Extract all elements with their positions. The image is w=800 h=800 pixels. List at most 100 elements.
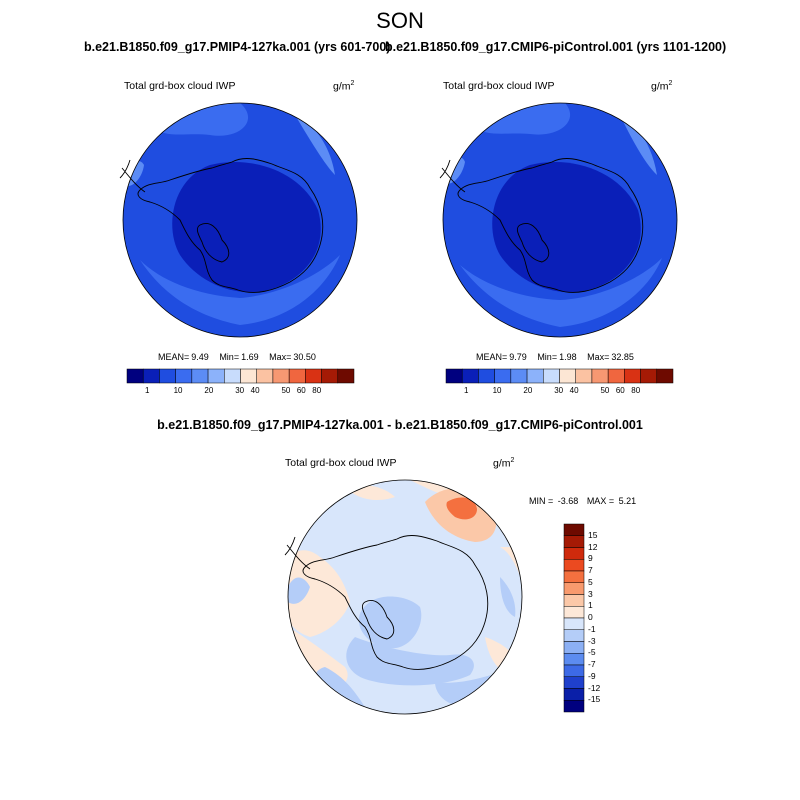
right-colorbar: [445, 368, 674, 384]
diff-colorbar-tick-label: 12: [588, 541, 598, 552]
diff-colorbar-tick-label: -7: [588, 659, 596, 669]
right-colorbar-swatch: [543, 368, 560, 384]
diff-colorbar-tick-label: -15: [588, 694, 601, 705]
right-colorbar-swatch: [656, 368, 674, 384]
left-colorbar-swatch: [272, 368, 290, 384]
right-units-label: g/m2: [651, 80, 673, 93]
right-variable-label: Total grd-box cloud IWP: [443, 80, 555, 92]
left-colorbar-tick-label: 60: [296, 386, 306, 395]
right-colorbar-swatch: [510, 368, 528, 384]
right-colorbar-tick-label: 80: [631, 386, 641, 395]
left-colorbar-swatch: [321, 368, 339, 384]
left-colorbar-swatch: [207, 368, 225, 384]
right-polar-map: [439, 102, 678, 338]
right-panel-title: b.e21.B1850.f09_g17.CMIP6-piControl.001 …: [385, 40, 727, 54]
diff-colorbar-tick-label: 15: [588, 529, 598, 540]
diff-colorbar-tick-label: -12: [588, 682, 601, 693]
left-units-label: g/m2: [333, 80, 355, 93]
diff-colorbar-swatch: [563, 688, 585, 701]
left-colorbar-tick-label: 50: [281, 386, 291, 395]
left-colorbar-swatch: [305, 368, 322, 384]
right-colorbar-swatch: [559, 368, 576, 384]
diff-colorbar-swatch: [563, 535, 585, 548]
right-colorbar-tick-label: 40: [569, 386, 579, 395]
diff-colorbar-swatch: [563, 523, 585, 536]
left-colorbar-swatch: [288, 368, 306, 384]
diff-units-label: g/m2: [493, 457, 515, 470]
diff-colorbar-tick-label: 5: [588, 576, 593, 587]
left-colorbar-swatch: [240, 368, 257, 384]
right-colorbar-swatch: [478, 368, 495, 384]
diff-colorbar-tick-label: -9: [588, 670, 596, 681]
right-colorbar-tick-label: 30: [554, 386, 564, 395]
diff-colorbar-tick-label: -5: [588, 647, 596, 658]
left-colorbar-swatch: [191, 368, 209, 384]
right-colorbar-swatch: [575, 368, 593, 384]
right-colorbar-tick-label: 20: [523, 386, 533, 395]
right-colorbar-swatch: [461, 368, 479, 384]
diff-colorbar-swatch: [563, 547, 585, 560]
left-colorbar-swatch: [337, 368, 355, 384]
diff-colorbar-swatch: [563, 664, 585, 677]
diff-polar-map: [284, 479, 523, 715]
diff-colorbar-tick-label: -1: [588, 623, 596, 634]
diff-colorbar-swatch: [563, 617, 585, 630]
left-colorbar-swatch: [159, 368, 176, 384]
diff-colorbar-swatch: [563, 641, 585, 654]
right-colorbar-labels: 1 10 20 30 40 50 60 80: [446, 386, 673, 398]
diff-colorbar-swatch: [563, 594, 585, 607]
right-colorbar-swatch: [640, 368, 658, 384]
diff-colorbar-swatch: [563, 700, 585, 713]
left-colorbar-tick-label: 40: [250, 386, 260, 395]
diff-colorbar-tick-label: 7: [588, 565, 593, 575]
diff-panel-title: b.e21.B1850.f09_g17.PMIP4-127ka.001 - b.…: [157, 418, 643, 432]
diff-colorbar-swatch: [563, 676, 585, 689]
right-colorbar-swatch: [624, 368, 641, 384]
right-colorbar-tick-label: 50: [600, 386, 610, 395]
left-colorbar-tick-label: 1: [145, 386, 150, 395]
left-antarctica-coast: [119, 158, 324, 293]
diff-variable-label: Total grd-box cloud IWP: [285, 457, 397, 469]
diff-colorbar-swatch: [563, 653, 585, 666]
left-colorbar-tick-label: 10: [173, 386, 183, 395]
right-colorbar-swatch: [526, 368, 544, 384]
diff-colorbar-tick-label: 9: [588, 553, 593, 564]
right-antarctica-coast: [439, 158, 644, 293]
diff-antarctica-coast: [284, 535, 489, 670]
diff-colorbar-labels: 15 12 9 7 5 3 1 0 -1 -3 -5 -7 -9 -12 -15: [588, 524, 618, 712]
left-colorbar-tick-label: 30: [235, 386, 245, 395]
left-colorbar-swatch: [142, 368, 160, 384]
diff-colorbar-swatch: [563, 629, 585, 642]
diff-colorbar-tick-label: -3: [588, 635, 596, 646]
left-colorbar-swatch: [256, 368, 274, 384]
season-title: SON: [376, 8, 424, 33]
left-polar-map: [119, 102, 358, 338]
right-colorbar-swatch: [591, 368, 609, 384]
diff-colorbar-tick-label: 3: [588, 588, 593, 599]
left-colorbar-tick-label: 20: [204, 386, 214, 395]
left-colorbar-swatch: [175, 368, 193, 384]
left-stats: MEAN= 9.49 Min= 1.69 Max= 30.50: [158, 352, 316, 362]
right-stats: MEAN= 9.79 Min= 1.98 Max= 32.85: [476, 352, 634, 362]
diff-colorbar-tick-label: 1: [588, 600, 593, 611]
left-panel-title: b.e21.B1850.f09_g17.PMIP4-127ka.001 (yrs…: [84, 40, 391, 54]
diff-colorbar: [563, 523, 585, 713]
diff-colorbar-swatch: [563, 570, 585, 583]
diff-colorbar-tick-label: 0: [588, 612, 593, 622]
diff-colorbar-swatch: [563, 606, 585, 619]
right-colorbar-tick-label: 60: [615, 386, 625, 395]
left-colorbar-labels: 1 10 20 30 40 50 60 80: [127, 386, 354, 398]
right-colorbar-swatch: [445, 368, 463, 384]
diff-stats: MIN = -3.68 MAX = 5.21: [529, 496, 637, 506]
left-variable-label: Total grd-box cloud IWP: [124, 80, 236, 92]
left-colorbar-swatch: [126, 368, 144, 384]
right-colorbar-swatch: [494, 368, 512, 384]
right-colorbar-tick-label: 1: [464, 386, 469, 395]
left-colorbar: [126, 368, 355, 384]
right-colorbar-swatch: [607, 368, 625, 384]
right-colorbar-tick-label: 10: [492, 386, 502, 395]
diff-colorbar-swatch: [563, 559, 585, 572]
left-colorbar-swatch: [224, 368, 241, 384]
diff-colorbar-swatch: [563, 582, 585, 595]
left-colorbar-tick-label: 80: [312, 386, 322, 395]
